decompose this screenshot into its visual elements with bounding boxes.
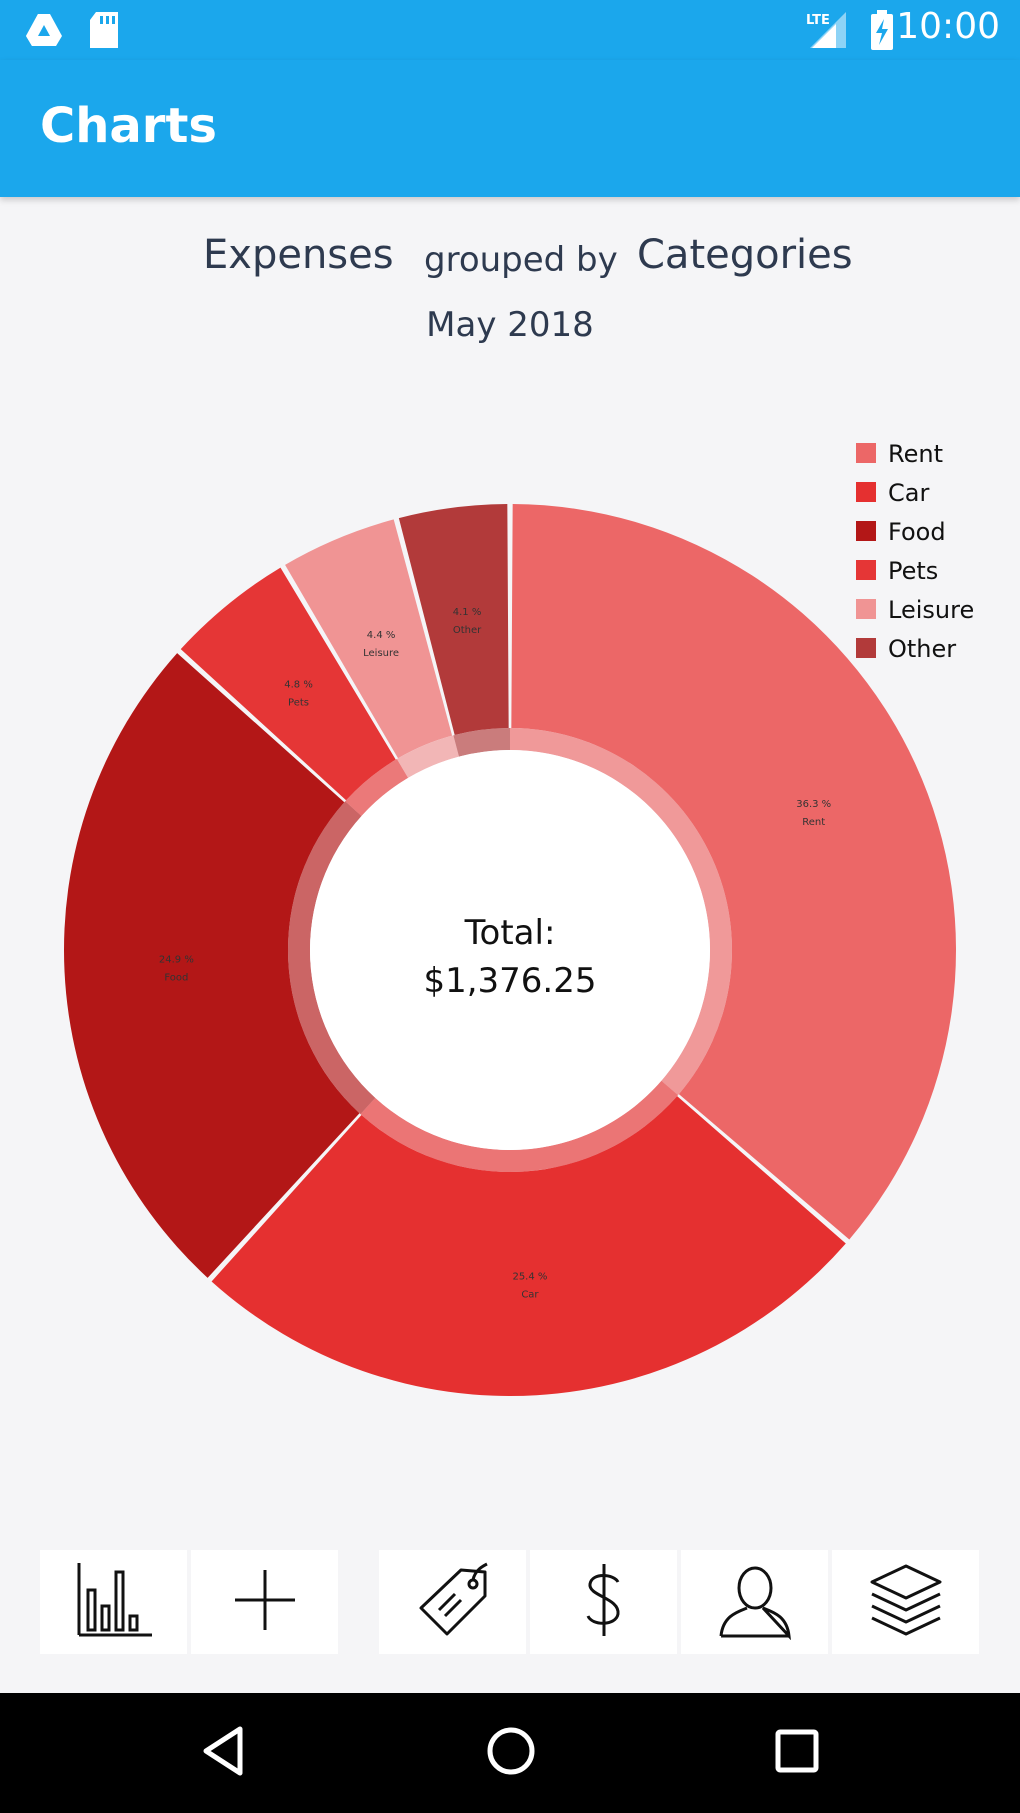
slice-value-label: 36.3 % [796, 799, 831, 810]
legend-label-food: Food [888, 518, 946, 546]
nav-add-button[interactable] [191, 1550, 338, 1654]
sd-card-icon [88, 12, 120, 52]
legend-swatch-rent [856, 443, 876, 463]
status-bar: LTE 10:00 [0, 0, 1020, 60]
slice-car[interactable] [211, 1096, 846, 1397]
nav-charts-button[interactable] [40, 1550, 187, 1654]
legend-label-other: Other [888, 635, 956, 663]
slice-category-label: Rent [802, 817, 825, 828]
inner-ring-food [288, 801, 376, 1115]
dimension-selector[interactable]: Categories [637, 232, 853, 278]
donut-chart[interactable]: 36.3 % Rent 25.4 % Car 24.9 % Food 4.8 % Pets 4.… [0, 360, 1020, 1420]
page-title: Charts [40, 98, 217, 154]
inner-ring-other [453, 728, 510, 757]
period-label[interactable]: May 2018 [426, 305, 594, 345]
slice-category-label: Pets [288, 697, 309, 708]
legend-swatch-pets [856, 560, 876, 580]
slice-value-label: 25.4 % [512, 1271, 547, 1282]
chart-legend: Rent Car Food Pets Leisure Other [856, 440, 974, 663]
legend-swatch-other [856, 638, 876, 658]
system-nav-bar [0, 1693, 1020, 1813]
slice-food[interactable] [63, 653, 360, 1278]
legend-label-rent: Rent [888, 440, 943, 468]
total-value: $1,376.25 [423, 961, 596, 1001]
slice-value-label: 24.9 % [159, 954, 194, 965]
legend-swatch-car [856, 482, 876, 502]
slice-value-label: 4.1 % [453, 607, 482, 618]
battery-charging-icon [870, 10, 894, 54]
user-icon [715, 1560, 795, 1644]
legend-swatch-food [856, 521, 876, 541]
plus-icon [233, 1568, 297, 1636]
nav-tags-button[interactable] [379, 1550, 526, 1654]
app-bar: Charts [0, 60, 1020, 197]
slice-other[interactable] [398, 504, 509, 736]
home-icon[interactable] [484, 1723, 538, 1783]
slice-leisure[interactable] [285, 519, 453, 759]
drive-icon [24, 12, 64, 52]
network-label: LTE [806, 13, 830, 28]
chart-header: Expenses grouped by Categories [0, 232, 1020, 292]
price-tag-icon [413, 1560, 493, 1644]
inner-ring-rent [510, 728, 732, 1096]
slice-value-label: 4.4 % [367, 630, 396, 641]
dollar-icon [574, 1560, 634, 1644]
nav-money-button[interactable] [530, 1550, 677, 1654]
inner-ring-pets [345, 758, 409, 816]
slice-category-label: Leisure [363, 648, 399, 659]
grouped-by-label: grouped by [424, 240, 618, 280]
recents-icon[interactable] [774, 1723, 820, 1783]
bar-chart-icon [74, 1560, 154, 1644]
legend-label-pets: Pets [888, 557, 938, 585]
status-time: 10:00 [896, 6, 1000, 47]
slice-pets[interactable] [180, 567, 396, 801]
legend-swatch-leisure [856, 599, 876, 619]
slice-category-label: Food [164, 972, 188, 983]
nav-account-button[interactable] [681, 1550, 828, 1654]
lte-signal-icon: LTE [806, 10, 852, 54]
slice-category-label: Other [453, 625, 482, 636]
metric-selector[interactable]: Expenses [203, 232, 394, 278]
legend-label-leisure: Leisure [888, 596, 974, 624]
bottom-nav [40, 1550, 980, 1654]
legend-label-car: Car [888, 479, 929, 507]
slice-value-label: 4.8 % [284, 679, 313, 690]
total-label: Total: [464, 913, 556, 953]
nav-layers-button[interactable] [832, 1550, 979, 1654]
donut-hole [310, 750, 710, 1150]
back-icon[interactable] [200, 1723, 246, 1783]
layers-icon [866, 1560, 946, 1644]
slice-category-label: Car [521, 1289, 539, 1300]
inner-ring-car [360, 1080, 679, 1172]
slice-rent[interactable] [511, 504, 957, 1240]
inner-ring-leisure [396, 735, 459, 778]
